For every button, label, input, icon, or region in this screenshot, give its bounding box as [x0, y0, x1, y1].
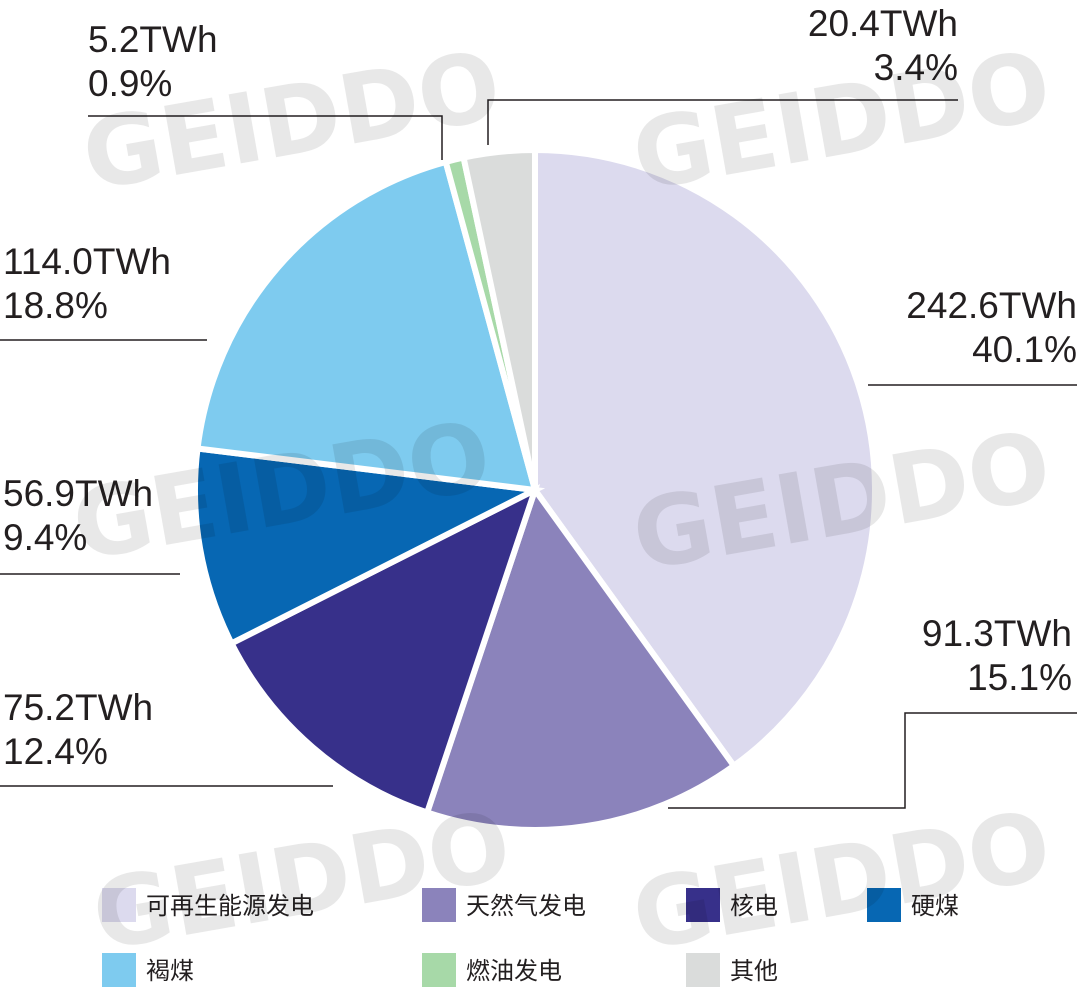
slice-3-legend-swatch — [686, 888, 720, 922]
watermark-text: GEIDDO — [85, 789, 519, 972]
slice-3-wedge — [227, 484, 541, 817]
slice-2-value-label: 91.3TWh — [922, 613, 1072, 654]
slice-2-leader-line — [668, 712, 1077, 809]
slice-6-legend-label: 燃油发电 — [466, 957, 562, 985]
slice-2-percent-label: 15.1% — [967, 657, 1072, 698]
slice-3-legend-label: 核电 — [730, 892, 778, 920]
slice-4-value-label: 56.9TWh — [3, 473, 153, 514]
slice-5-wedge — [194, 158, 540, 494]
slice-7-wedge — [460, 146, 538, 491]
watermark-text: GEIDDO — [625, 29, 1059, 212]
slice-4-wedge — [192, 445, 546, 648]
slice-6-legend-swatch — [422, 953, 456, 987]
slice-1-value-label: 242.6TWh — [906, 285, 1077, 326]
slice-2-legend-swatch — [422, 888, 456, 922]
slice-1-legend-swatch — [102, 888, 136, 922]
slice-6-leader-line — [88, 115, 443, 160]
slice-7-leader-line — [487, 99, 958, 145]
slice-1-legend-label: 可再生能源发电 — [146, 892, 314, 920]
slice-1-wedge — [532, 146, 878, 771]
slice-3-value-label: 75.2TWh — [3, 687, 153, 728]
slice-2-wedge — [423, 483, 739, 833]
slice-1-percent-label: 40.1% — [972, 329, 1077, 370]
slice-7-legend-label: 其他 — [730, 957, 778, 985]
watermark-text: GEIDDO — [625, 789, 1059, 972]
slice-2-legend-label: 天然气发电 — [466, 892, 586, 920]
slice-5-legend-label: 褐煤 — [146, 957, 194, 985]
pie-slices — [192, 146, 878, 833]
slice-3-percent-label: 12.4% — [3, 731, 108, 772]
slice-5-legend-swatch — [102, 953, 136, 987]
slice-7-legend-swatch — [686, 953, 720, 987]
slice-4-percent-label: 9.4% — [3, 517, 87, 558]
slice-7-value-label: 20.4TWh — [808, 3, 958, 44]
slice-6-value-label: 5.2TWh — [88, 19, 218, 60]
slice-4-legend-label: 硬煤 — [911, 892, 959, 920]
slice-4-legend-swatch — [867, 888, 901, 922]
slice-7-percent-label: 3.4% — [874, 47, 958, 88]
slice-5-percent-label: 18.8% — [3, 285, 108, 326]
leader-lines — [0, 99, 1077, 809]
slice-5-value-label: 114.0TWh — [3, 241, 171, 282]
slice-6-percent-label: 0.9% — [88, 63, 172, 104]
